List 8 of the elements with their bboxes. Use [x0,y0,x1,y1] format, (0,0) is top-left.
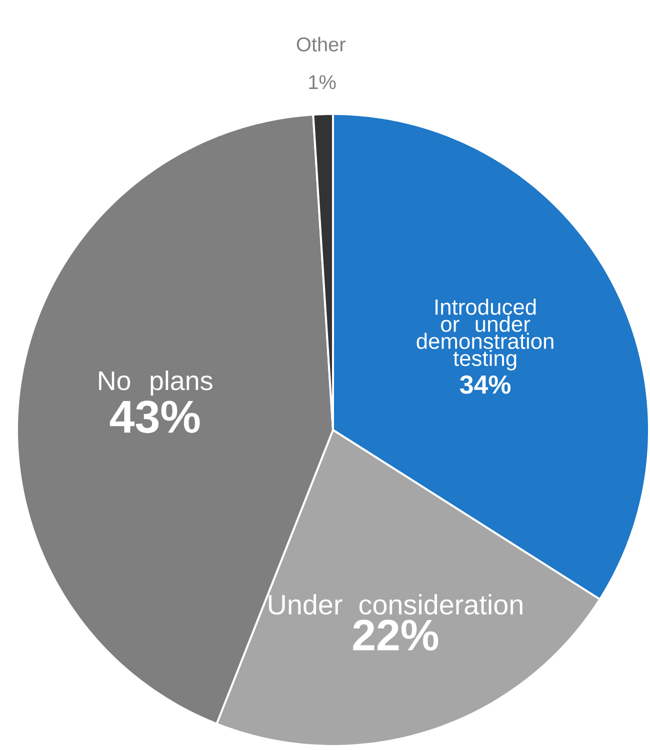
slice-label: Other [296,36,346,52]
data-label: 43% [110,400,200,434]
slice-label: Under consideration [268,594,522,615]
slice-label: Introduced or under demonstration testing [416,298,554,370]
data-label: 34% [460,375,511,394]
slice-label: No plans [99,370,212,396]
data-label: 1% [309,75,336,90]
data-label: 22% [353,620,438,651]
